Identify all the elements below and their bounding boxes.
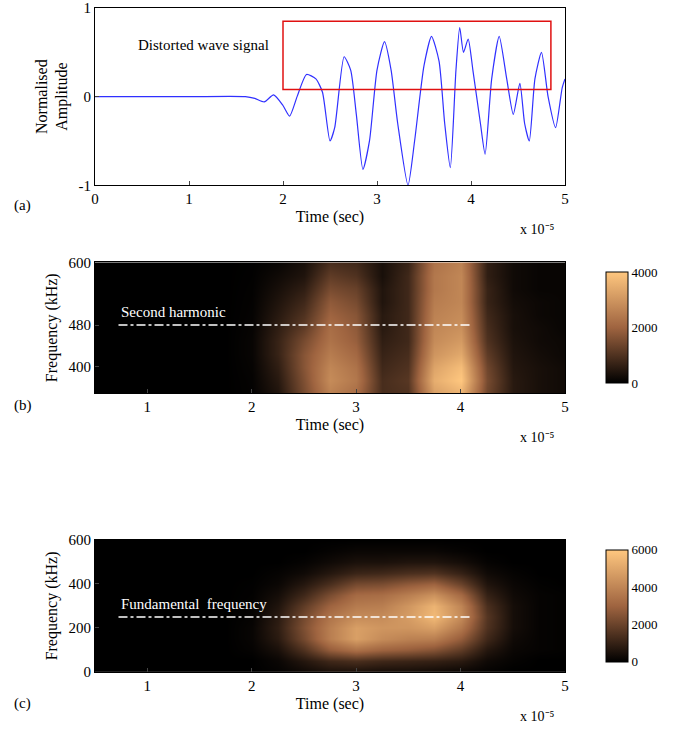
svg-text:200: 200 bbox=[69, 620, 92, 636]
svg-text:6000: 6000 bbox=[632, 542, 658, 557]
svg-text:1: 1 bbox=[84, 0, 92, 16]
svg-text:4: 4 bbox=[457, 678, 465, 694]
svg-text:2: 2 bbox=[279, 191, 287, 207]
svg-text:3: 3 bbox=[352, 399, 360, 415]
svg-text:-1: -1 bbox=[79, 178, 92, 194]
svg-text:1: 1 bbox=[143, 399, 151, 415]
svg-text:480: 480 bbox=[69, 317, 92, 333]
svg-text:x 10⁻⁵: x 10⁻⁵ bbox=[520, 430, 555, 445]
svg-text:Time (sec): Time (sec) bbox=[296, 695, 364, 713]
svg-text:(b): (b) bbox=[14, 397, 32, 414]
svg-text:4000: 4000 bbox=[632, 580, 658, 595]
svg-text:Time (sec): Time (sec) bbox=[296, 208, 364, 226]
svg-text:2: 2 bbox=[248, 399, 256, 415]
svg-text:2000: 2000 bbox=[632, 617, 658, 632]
svg-text:Second harmonic: Second harmonic bbox=[121, 304, 226, 320]
svg-text:(a): (a) bbox=[14, 197, 31, 214]
svg-text:Time (sec): Time (sec) bbox=[296, 416, 364, 434]
svg-text:x 10⁻⁵: x 10⁻⁵ bbox=[520, 222, 555, 237]
svg-text:0: 0 bbox=[84, 89, 92, 105]
svg-text:5: 5 bbox=[561, 399, 569, 415]
svg-text:0: 0 bbox=[632, 654, 639, 669]
svg-text:Fundamental frequency: Fundamental frequency bbox=[121, 596, 267, 612]
svg-text:600: 600 bbox=[69, 255, 92, 271]
svg-text:NormalisedAmplitude: NormalisedAmplitude bbox=[33, 59, 72, 134]
svg-text:Distorted wave signal: Distorted wave signal bbox=[138, 37, 269, 53]
svg-text:5: 5 bbox=[561, 678, 569, 694]
svg-text:1: 1 bbox=[143, 678, 151, 694]
svg-text:Frequency (kHz): Frequency (kHz) bbox=[43, 552, 61, 661]
svg-text:0: 0 bbox=[84, 664, 92, 680]
svg-text:(c): (c) bbox=[14, 695, 31, 712]
svg-text:400: 400 bbox=[69, 359, 92, 375]
svg-text:Frequency (kHz): Frequency (kHz) bbox=[43, 273, 61, 382]
svg-text:2: 2 bbox=[248, 678, 256, 694]
svg-text:1: 1 bbox=[185, 191, 193, 207]
svg-text:4: 4 bbox=[467, 191, 475, 207]
svg-text:3: 3 bbox=[352, 678, 360, 694]
svg-text:2000: 2000 bbox=[632, 320, 658, 335]
svg-text:600: 600 bbox=[69, 532, 92, 548]
svg-text:4000: 4000 bbox=[632, 265, 658, 280]
svg-text:0: 0 bbox=[632, 376, 639, 391]
svg-text:3: 3 bbox=[373, 191, 381, 207]
svg-text:0: 0 bbox=[91, 191, 99, 207]
svg-text:400: 400 bbox=[69, 576, 92, 592]
svg-text:x 10⁻⁵: x 10⁻⁵ bbox=[520, 709, 555, 724]
svg-text:5: 5 bbox=[561, 191, 569, 207]
svg-text:4: 4 bbox=[457, 399, 465, 415]
